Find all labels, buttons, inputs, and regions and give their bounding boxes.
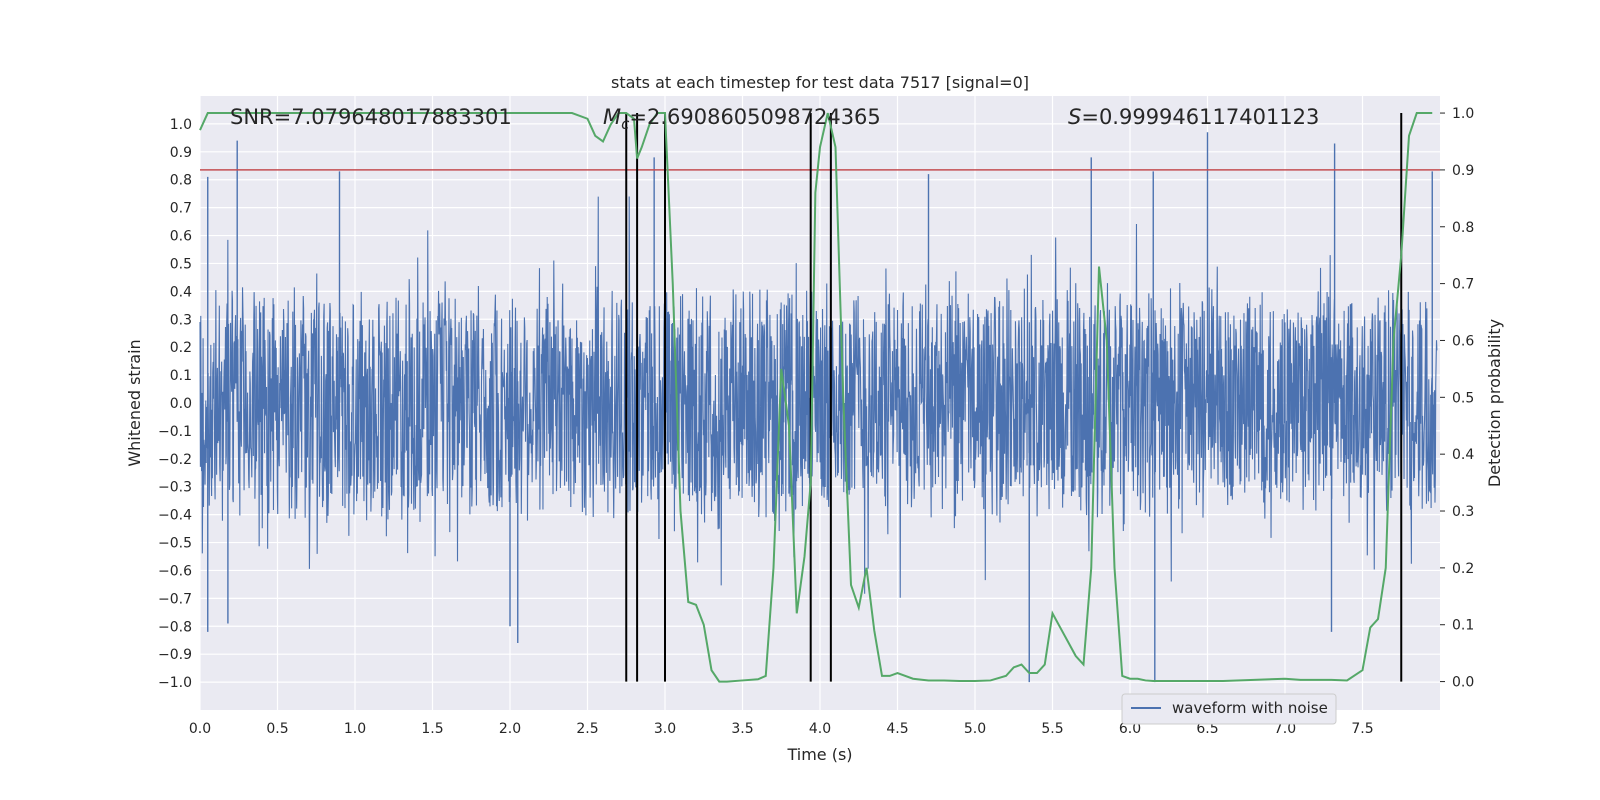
left-tick-label: 0.1 <box>170 368 192 384</box>
left-tick-label: 0.0 <box>170 396 192 412</box>
x-tick-label: 4.5 <box>886 721 908 737</box>
s-annotation: S=0.999946117401123 <box>1068 105 1319 129</box>
legend: waveform with noise <box>1121 693 1337 725</box>
snr-annotation: SNR=7.079648017883301 <box>230 105 512 129</box>
x-tick-label: 2.0 <box>499 721 521 737</box>
left-tick-label: 1.0 <box>170 117 192 133</box>
left-tick-label: 0.6 <box>170 229 192 245</box>
left-tick-label: −0.4 <box>158 508 192 524</box>
right-tick-label: 0.3 <box>1452 504 1474 520</box>
legend-label: waveform with noise <box>1172 699 1328 717</box>
left-tick-label: 0.8 <box>170 173 192 189</box>
chirp-mass-annotation: Mc=2.6908605098724365 <box>603 105 881 133</box>
x-tick-label: 2.5 <box>576 721 598 737</box>
x-tick-label: 5.5 <box>1041 721 1063 737</box>
left-tick-label: −0.2 <box>158 452 192 468</box>
left-tick-label: −0.8 <box>158 619 192 635</box>
right-tick-label: 0.5 <box>1452 390 1474 406</box>
s-value: =0.999946117401123 <box>1081 105 1319 129</box>
legend-box <box>1121 693 1337 725</box>
left-tick-label: −1.0 <box>158 675 192 691</box>
x-tick-label: 3.5 <box>731 721 753 737</box>
left-tick-label: 0.9 <box>170 145 192 161</box>
right-tick-label: 0.8 <box>1452 220 1474 236</box>
right-axis-ticks: 1.0 0.9 0.8 0.7 0.6 0.5 0.4 0.3 0.2 0.1 0.0 <box>1440 106 1474 691</box>
x-axis-ticks: 0.0 0.5 1.0 1.5 2.0 2.5 3.0 3.5 4.0 4.5 5.0 5.5 6.0 6… <box>189 721 1374 737</box>
left-tick-label: −0.6 <box>158 563 192 579</box>
x-tick-label: 1.0 <box>344 721 366 737</box>
left-axis-label: Whitened strain <box>125 339 144 466</box>
x-tick-label: 7.5 <box>1351 721 1373 737</box>
left-tick-label: 0.2 <box>170 340 192 356</box>
right-tick-label: 0.4 <box>1452 447 1474 463</box>
x-tick-label: 3.0 <box>654 721 676 737</box>
left-axis-ticks: 1.0 0.9 0.8 0.7 0.6 0.5 0.4 0.3 0.2 0.1 0.0 −0.1 −0.… <box>158 117 192 691</box>
left-tick-label: 0.3 <box>170 312 192 328</box>
x-tick-label: 0.5 <box>266 721 288 737</box>
x-tick-label: 0.0 <box>189 721 211 737</box>
waveform-line <box>199 196 1438 598</box>
mc-subscript: c <box>621 115 630 133</box>
detection-markers <box>625 113 1403 682</box>
left-tick-label: −0.9 <box>158 647 192 663</box>
s-symbol: S <box>1068 105 1081 129</box>
mc-symbol: M <box>603 105 621 129</box>
right-tick-label: 1.0 <box>1452 106 1474 122</box>
x-tick-label: 4.0 <box>809 721 831 737</box>
x-tick-label: 6.5 <box>1196 721 1218 737</box>
left-tick-label: −0.7 <box>158 591 192 607</box>
x-tick-label: 6.0 <box>1119 721 1141 737</box>
left-tick-label: −0.3 <box>158 480 192 496</box>
right-tick-label: 0.0 <box>1452 675 1474 691</box>
right-axis-label: Detection probability <box>1485 319 1504 487</box>
left-tick-label: −0.5 <box>158 536 192 552</box>
right-tick-label: 0.9 <box>1452 163 1474 179</box>
right-tick-label: 0.1 <box>1452 618 1474 634</box>
mc-value: =2.6908605098724365 <box>629 105 880 129</box>
x-axis-label: Time (s) <box>786 745 852 764</box>
right-tick-label: 0.6 <box>1452 333 1474 349</box>
x-tick-label: 1.5 <box>421 721 443 737</box>
left-tick-label: 0.4 <box>170 284 192 300</box>
left-tick-label: −0.1 <box>158 424 192 440</box>
chart-title: stats at each timestep for test data 751… <box>611 73 1029 92</box>
x-tick-label: 5.0 <box>964 721 986 737</box>
x-tick-label: 7.0 <box>1274 721 1296 737</box>
probability-line <box>199 112 1433 683</box>
right-tick-label: 0.2 <box>1452 561 1474 577</box>
probability-series <box>199 112 1433 683</box>
right-tick-label: 0.7 <box>1452 277 1474 293</box>
left-tick-label: 0.7 <box>170 201 192 217</box>
left-tick-label: 0.5 <box>170 256 192 272</box>
